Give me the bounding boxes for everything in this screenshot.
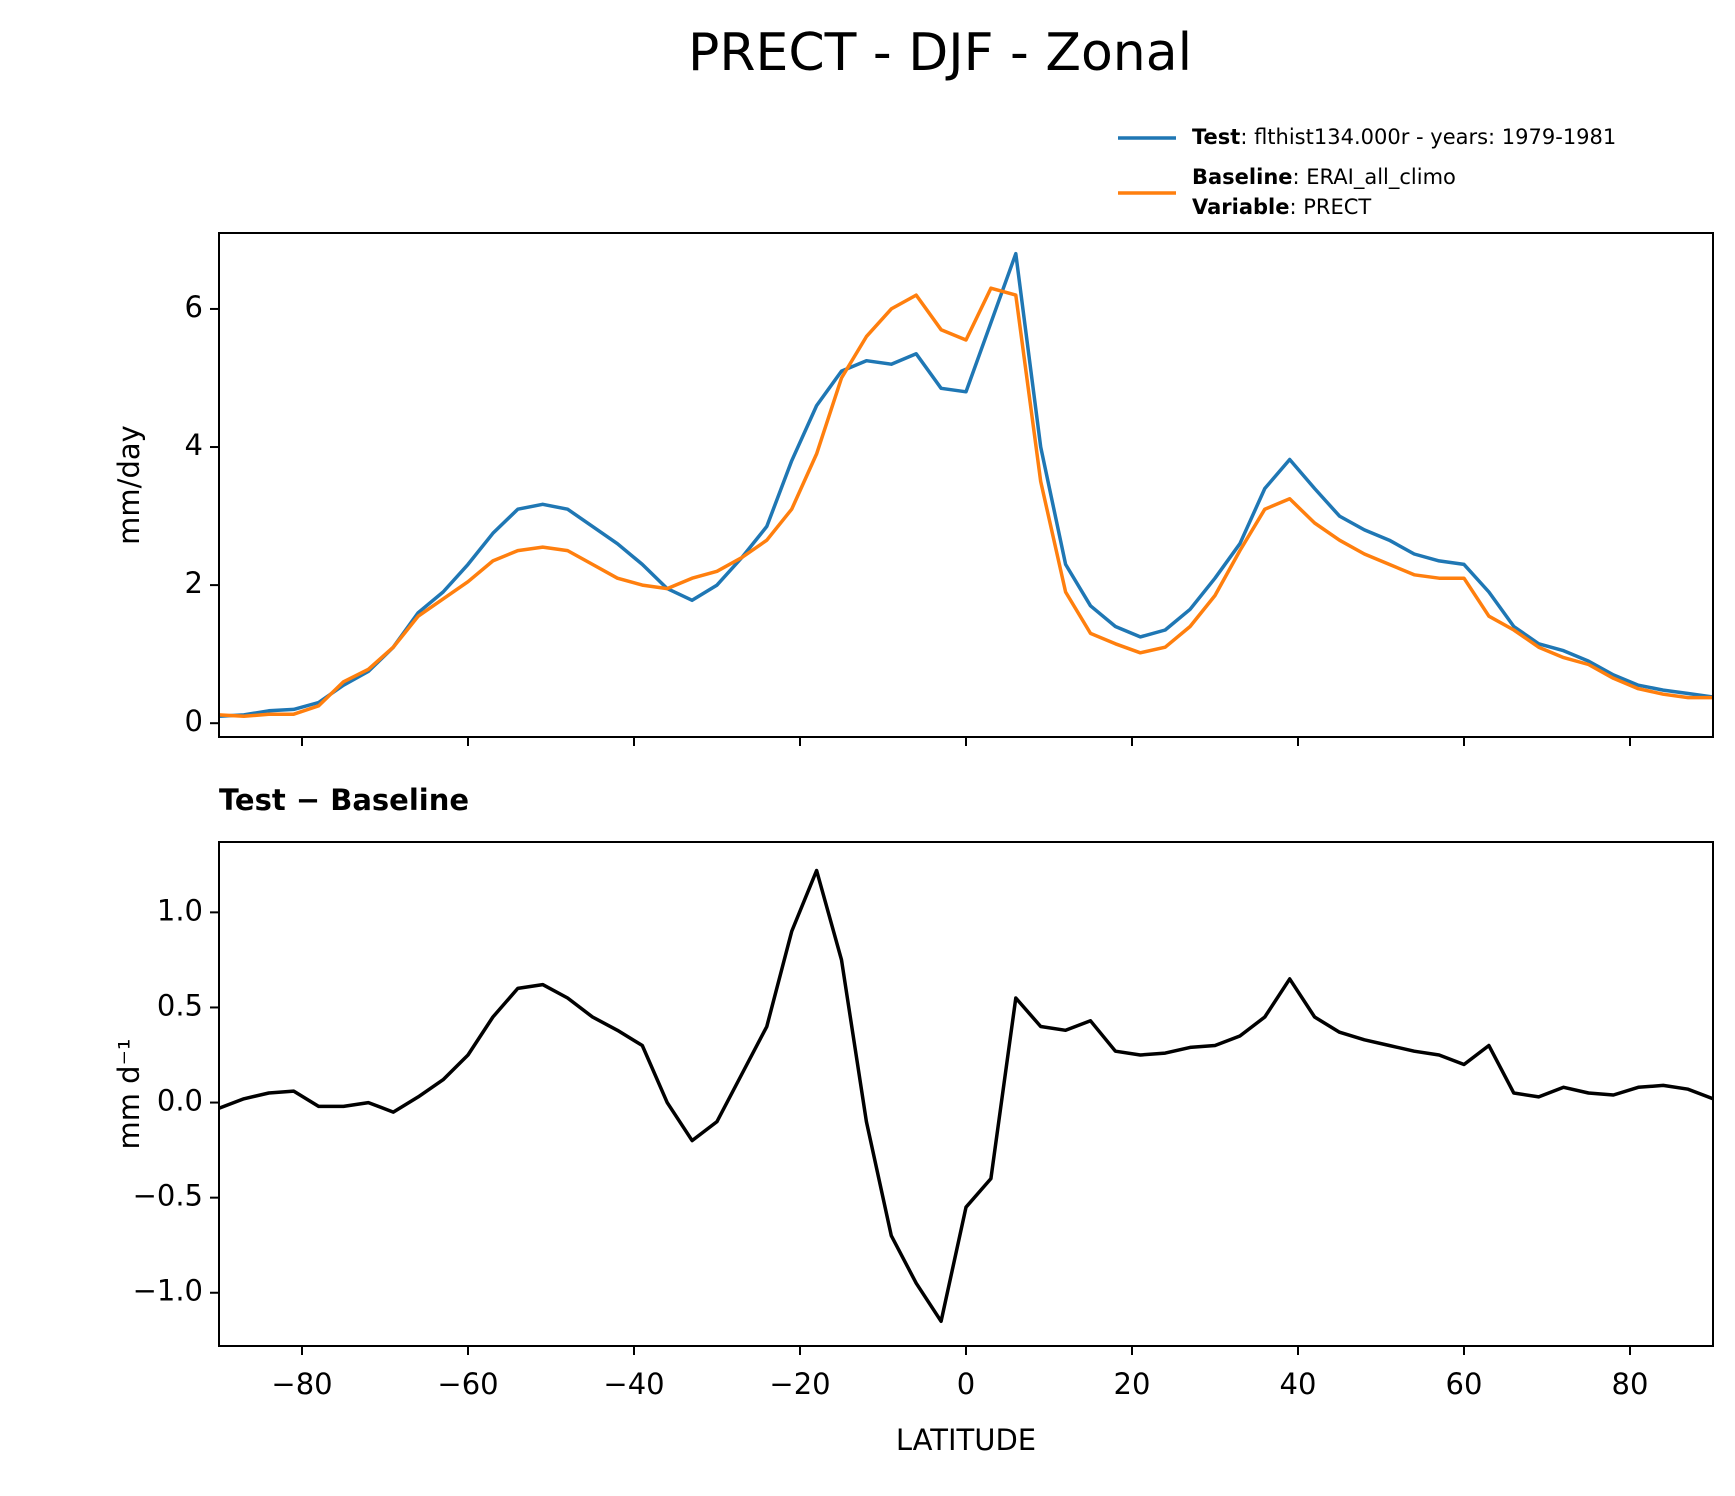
y-axis-label: mm d⁻¹ [112, 1038, 146, 1149]
y-tick-label: 2 [185, 566, 203, 600]
y-axis-label: mm/day [112, 425, 146, 545]
legend-name: Variable [1192, 195, 1289, 219]
legend-entry: Test: flthist134.000r - years: 1979-1981 [1192, 125, 1616, 149]
x-tick-label: 80 [1612, 1367, 1649, 1401]
x-tick-label: 40 [1280, 1367, 1317, 1401]
legend-description: : PRECT [1289, 195, 1371, 219]
y-tick-label: −1.0 [133, 1274, 203, 1308]
x-tick-label: 0 [957, 1367, 975, 1401]
y-tick-label: 0.5 [157, 988, 203, 1022]
legend-entry: Baseline: ERAI_all_climo [1192, 165, 1456, 190]
legend-name: Test [1192, 125, 1240, 149]
legend-entry: Variable: PRECT [1192, 195, 1371, 219]
y-tick-label: 6 [185, 290, 203, 324]
x-axis-label: LATITUDE [896, 1423, 1036, 1457]
y-tick-label: 0 [185, 704, 203, 738]
x-tick-label: −60 [437, 1367, 498, 1401]
subplot-title: Test − Baseline [219, 783, 469, 817]
y-tick-label: 0.0 [157, 1084, 203, 1118]
x-tick-label: −20 [769, 1367, 830, 1401]
legend-description: : ERAI_all_climo [1293, 165, 1456, 190]
x-tick-label: −80 [271, 1367, 332, 1401]
axes-frame [218, 841, 1714, 1347]
data-line [219, 868, 1713, 1324]
axes-frame [218, 232, 1714, 738]
data-line [219, 251, 1713, 719]
y-tick-label: 1.0 [157, 893, 203, 927]
figure-title: PRECT - DJF - Zonal [688, 23, 1192, 83]
x-tick-label: −40 [603, 1367, 664, 1401]
legend-name: Baseline [1192, 165, 1293, 189]
y-tick-label: 4 [185, 428, 203, 462]
x-tick-label: 60 [1446, 1367, 1483, 1401]
legend-description: : flthist134.000r - years: 1979-1981 [1240, 125, 1616, 149]
x-tick-label: 20 [1114, 1367, 1151, 1401]
y-tick-label: −0.5 [133, 1179, 203, 1213]
data-line [219, 286, 1713, 719]
